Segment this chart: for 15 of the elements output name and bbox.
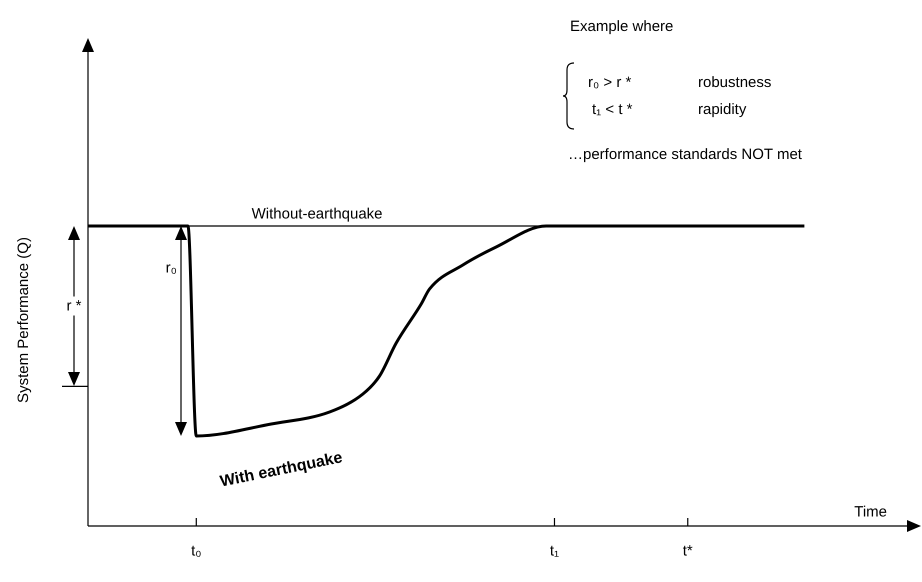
text: …performance standards NOT met (568, 146, 802, 163)
text: Example where (570, 18, 674, 35)
x-tick-label: t₀ (191, 542, 202, 560)
y-axis-title: System Performance (Q) (15, 237, 32, 403)
x-tick-label: t* (682, 542, 693, 560)
series-label: Without-earthquake (252, 206, 383, 223)
text: r₀ > r * (588, 74, 632, 91)
text: r * (64, 296, 84, 316)
text: rapidity (698, 101, 746, 118)
x-tick-label: t₁ (550, 542, 560, 560)
x-axis-title: Time (854, 504, 887, 521)
text: t₁ < t * (592, 101, 632, 118)
text: robustness (698, 74, 772, 91)
text: With earthquake (218, 449, 344, 491)
annotation: r₀ (164, 258, 179, 278)
